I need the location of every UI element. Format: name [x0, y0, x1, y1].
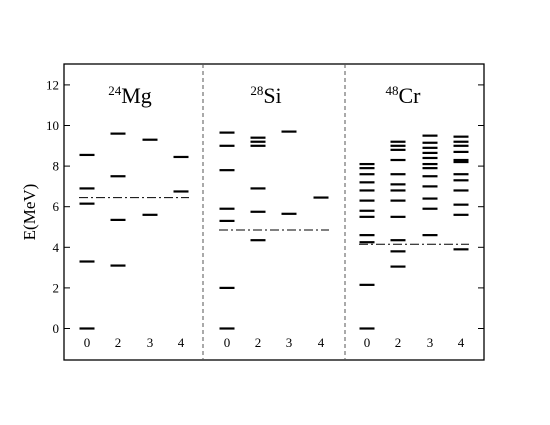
panel-si: 28Si 0 2 3 4	[202, 64, 329, 360]
spin-label: 4	[318, 335, 325, 350]
spin-label: 4	[458, 335, 465, 350]
panel-title-element: Mg	[121, 83, 152, 108]
panel-title-element: Cr	[399, 83, 422, 108]
panel-title-element: Si	[263, 83, 281, 108]
panel-title: 48Cr	[386, 83, 422, 108]
panels: 24Mg 0 2 3 4 28Si 0 2 3 4 48Cr 0 2 3 4	[79, 64, 469, 360]
panel-title: 24Mg	[108, 83, 152, 108]
spin-label: 2	[255, 335, 262, 350]
spin-label: 2	[395, 335, 402, 350]
spin-label: 0	[224, 335, 231, 350]
spin-label: 3	[147, 335, 154, 350]
spin-label: 3	[286, 335, 293, 350]
spin-label: 2	[115, 335, 122, 350]
y-tick-label: 6	[53, 199, 60, 214]
panel-cr: 48Cr 0 2 3 4	[344, 64, 469, 360]
spin-label: 3	[427, 335, 434, 350]
y-tick-label: 4	[53, 240, 60, 255]
spin-label: 0	[84, 335, 91, 350]
y-tick-label: 8	[53, 159, 60, 174]
y-tick-label: 10	[46, 118, 59, 133]
panel-title: 28Si	[250, 83, 281, 108]
panel-title-mass: 24	[108, 83, 122, 98]
panel-mg: 24Mg 0 2 3 4	[79, 83, 189, 350]
panel-title-mass: 28	[250, 83, 263, 98]
panel-title-mass: 48	[386, 83, 399, 98]
y-tick-label: 0	[53, 321, 60, 336]
plot-frame	[63, 63, 485, 361]
y-axis-label: E(MeV)	[20, 184, 39, 241]
spin-label: 0	[364, 335, 371, 350]
spin-label: 4	[178, 335, 185, 350]
y-tick-label: 2	[53, 280, 60, 295]
y-tick-label: 12	[46, 77, 59, 92]
